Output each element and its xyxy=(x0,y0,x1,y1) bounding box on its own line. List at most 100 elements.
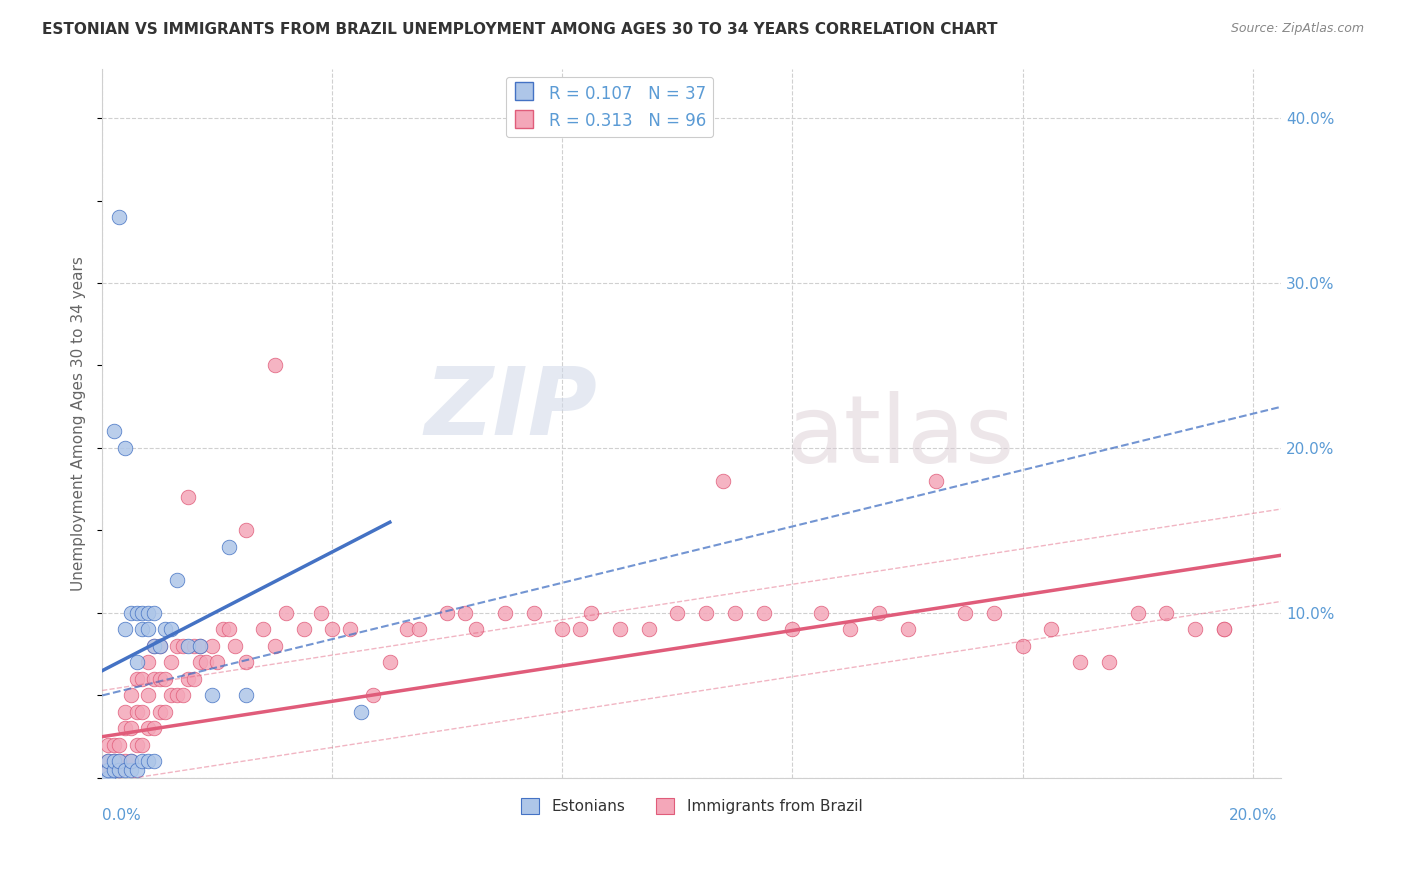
Point xyxy=(188,656,211,670)
Point xyxy=(235,524,257,538)
Point xyxy=(160,689,183,703)
Point xyxy=(120,763,142,777)
Point xyxy=(125,656,148,670)
Point xyxy=(1126,606,1149,620)
Point xyxy=(149,672,172,686)
Point xyxy=(97,755,120,769)
Point xyxy=(97,738,120,752)
Point xyxy=(97,763,120,777)
Point xyxy=(131,705,153,719)
Point xyxy=(396,623,419,637)
Point xyxy=(131,623,153,637)
Point xyxy=(114,763,136,777)
Point xyxy=(114,441,136,455)
Point xyxy=(125,606,148,620)
Point xyxy=(155,623,177,637)
Point xyxy=(108,755,131,769)
Point xyxy=(136,722,159,736)
Point xyxy=(782,623,804,637)
Text: Source: ZipAtlas.com: Source: ZipAtlas.com xyxy=(1230,22,1364,36)
Point xyxy=(166,689,188,703)
Point xyxy=(637,623,659,637)
Point xyxy=(235,656,257,670)
Point xyxy=(925,474,948,488)
Point xyxy=(149,639,172,653)
Point xyxy=(166,639,188,653)
Text: 20.0%: 20.0% xyxy=(1229,808,1277,823)
Point xyxy=(868,606,890,620)
Point xyxy=(114,623,136,637)
Point xyxy=(125,705,148,719)
Point xyxy=(183,639,205,653)
Point xyxy=(131,672,153,686)
Point xyxy=(131,755,153,769)
Point xyxy=(103,763,125,777)
Point xyxy=(125,672,148,686)
Point xyxy=(568,623,591,637)
Point xyxy=(149,705,172,719)
Point xyxy=(120,606,142,620)
Point xyxy=(713,474,735,488)
Point xyxy=(224,639,246,653)
Point xyxy=(172,689,194,703)
Point xyxy=(896,623,918,637)
Point xyxy=(1212,623,1234,637)
Legend: R = 0.107   N = 37, R = 0.313   N = 96: R = 0.107 N = 37, R = 0.313 N = 96 xyxy=(506,77,713,137)
Point xyxy=(114,755,136,769)
Text: atlas: atlas xyxy=(786,392,1014,483)
Point xyxy=(108,210,131,224)
Point xyxy=(125,763,148,777)
Point xyxy=(114,722,136,736)
Point xyxy=(551,623,574,637)
Point xyxy=(1098,656,1121,670)
Point xyxy=(136,689,159,703)
Point xyxy=(120,755,142,769)
Point xyxy=(292,623,315,637)
Point xyxy=(103,763,125,777)
Point xyxy=(263,639,285,653)
Point xyxy=(579,606,602,620)
Point xyxy=(810,606,832,620)
Point xyxy=(436,606,458,620)
Point xyxy=(212,623,235,637)
Point xyxy=(194,656,217,670)
Point xyxy=(103,738,125,752)
Point xyxy=(609,623,631,637)
Point xyxy=(983,606,1005,620)
Point xyxy=(120,755,142,769)
Point xyxy=(200,689,222,703)
Point xyxy=(494,606,516,620)
Point xyxy=(408,623,430,637)
Text: 0.0%: 0.0% xyxy=(103,808,141,823)
Point xyxy=(309,606,332,620)
Point xyxy=(276,606,298,620)
Point xyxy=(350,705,373,719)
Point xyxy=(1156,606,1178,620)
Point xyxy=(1184,623,1206,637)
Point xyxy=(143,722,166,736)
Point xyxy=(188,639,211,653)
Point xyxy=(155,672,177,686)
Point xyxy=(695,606,717,620)
Point xyxy=(136,606,159,620)
Point xyxy=(172,639,194,653)
Point xyxy=(218,623,240,637)
Point xyxy=(160,656,183,670)
Point xyxy=(131,606,153,620)
Point xyxy=(1040,623,1063,637)
Point xyxy=(103,755,125,769)
Point xyxy=(143,672,166,686)
Point xyxy=(1212,623,1234,637)
Point xyxy=(136,755,159,769)
Point xyxy=(235,689,257,703)
Point xyxy=(188,639,211,653)
Point xyxy=(136,623,159,637)
Point xyxy=(108,763,131,777)
Point xyxy=(166,573,188,587)
Point xyxy=(143,639,166,653)
Point xyxy=(523,606,546,620)
Point xyxy=(143,755,166,769)
Point xyxy=(155,705,177,719)
Point xyxy=(453,606,475,620)
Y-axis label: Unemployment Among Ages 30 to 34 years: Unemployment Among Ages 30 to 34 years xyxy=(72,256,86,591)
